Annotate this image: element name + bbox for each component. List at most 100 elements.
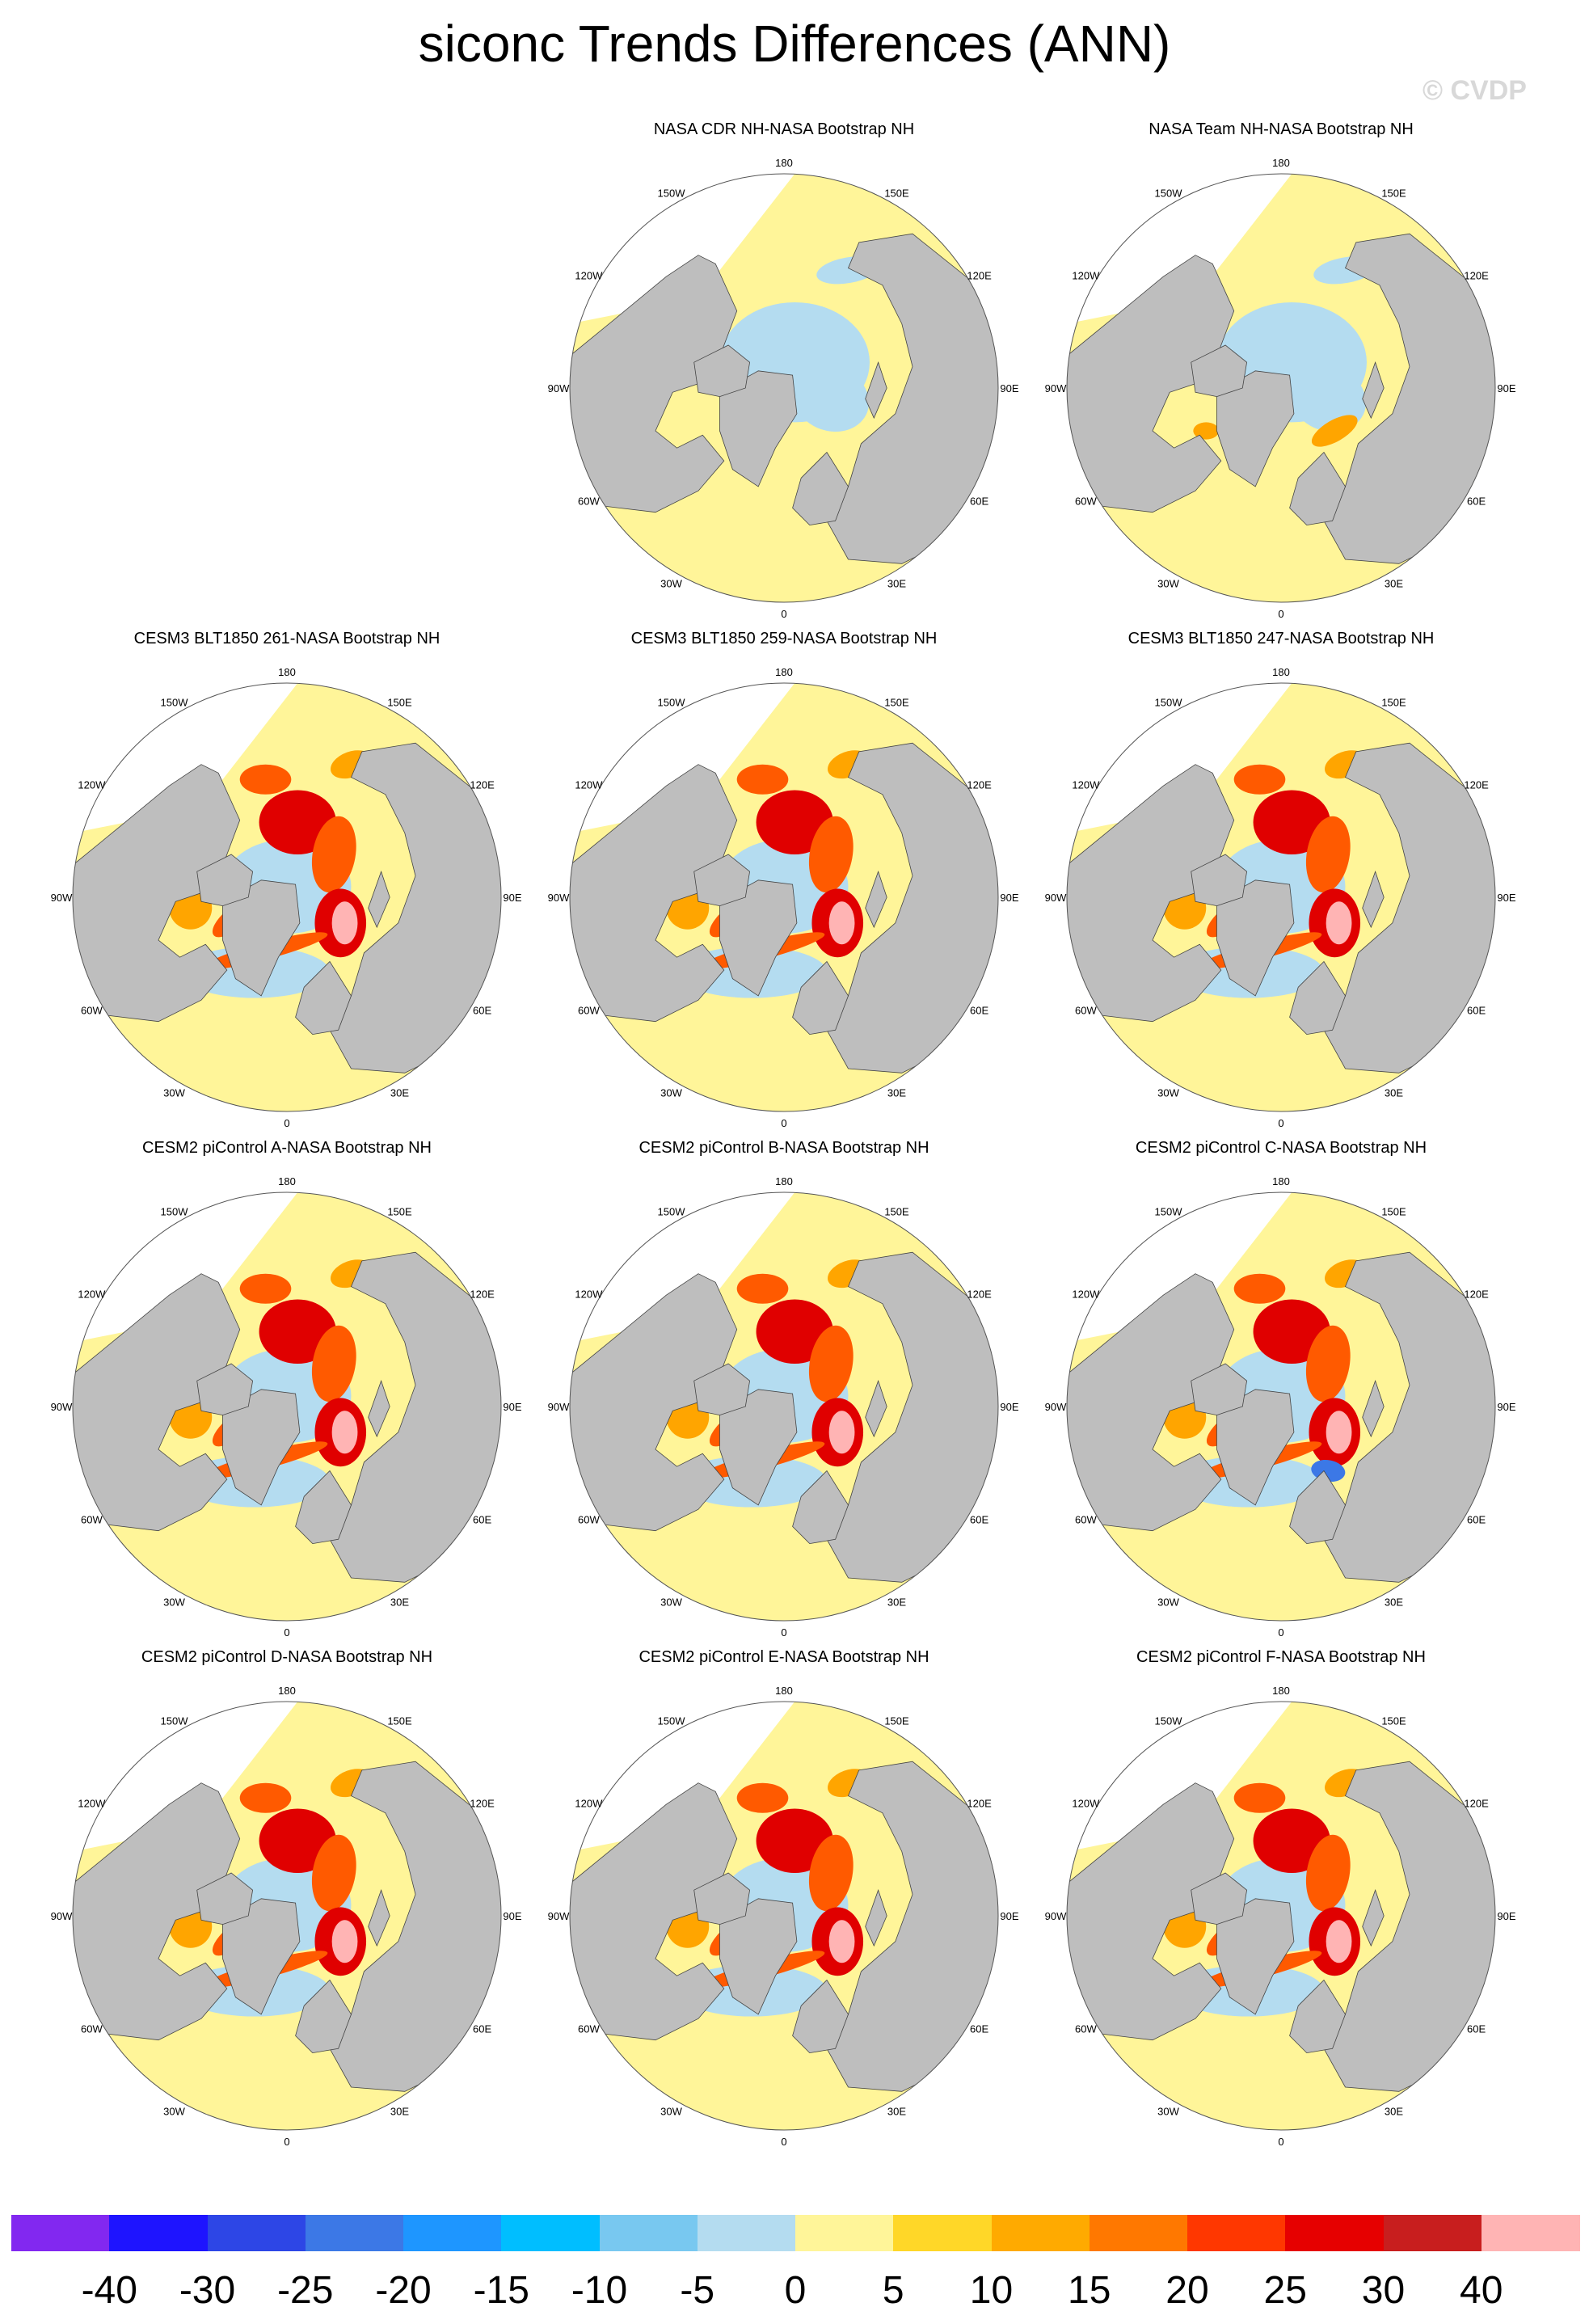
longitude-label: 180 [775, 1175, 793, 1187]
map-boundary [569, 682, 999, 1112]
polar-map: 180 150E 120E 90E 60E 30E 0 30W 60W 90W 120W 150W [51, 1685, 522, 2148]
longitude-label: 120W [1072, 1798, 1100, 1810]
panel-title: NASA Team NH-NASA Bootstrap NH [1149, 120, 1414, 138]
map-boundary [1066, 1701, 1496, 2131]
positive-anomaly [1233, 764, 1286, 795]
map-field [570, 174, 998, 602]
longitude-label: 30W [163, 2106, 185, 2118]
longitude-label: 60E [473, 1005, 491, 1017]
longitude-label: 90W [51, 1910, 73, 1922]
land-novaya [1362, 870, 1385, 929]
longitude-label: 60E [1467, 496, 1486, 508]
land-novaya [865, 1888, 887, 1947]
colorbar-swatch [893, 2215, 992, 2251]
colorbar-swatch [305, 2215, 404, 2251]
colorbar-label: 40 [1460, 2269, 1503, 2312]
map-panel: CESM2 piControl F-NASA Bootstrap NH 180 15… [1031, 1649, 1532, 2166]
land-namerica [570, 764, 738, 1023]
longitude-label: 0 [781, 1626, 786, 1639]
colorbar-label: -30 [179, 2269, 236, 2312]
land-novaya [865, 361, 887, 420]
longitude-label: 90W [1045, 1401, 1067, 1413]
positive-anomaly [311, 816, 356, 893]
longitude-label: 120W [78, 779, 106, 791]
map-panel: CESM2 piControl C-NASA Bootstrap NH 180 15… [1031, 1140, 1532, 1657]
longitude-label: 120E [1464, 270, 1489, 282]
positive-anomaly [239, 1782, 292, 1813]
land-namerica [1067, 255, 1235, 513]
land-archipelago [693, 1363, 751, 1416]
longitude-label: 30W [1157, 1596, 1179, 1609]
map-field [1067, 683, 1495, 1111]
longitude-label: 90E [503, 1401, 521, 1413]
longitude-label: 60E [473, 2023, 491, 2035]
longitude-label: 180 [775, 1685, 793, 1697]
longitude-label: 150E [884, 1205, 909, 1217]
land-eurasia [826, 1251, 998, 1583]
longitude-label: 150W [161, 1715, 189, 1727]
positive-anomaly [331, 1411, 358, 1454]
longitude-label: 90E [1497, 1910, 1515, 1922]
map-field [1067, 174, 1495, 602]
positive-anomaly [1305, 1325, 1351, 1402]
longitude-label: 30E [1385, 1596, 1403, 1609]
longitude-label: 90E [1497, 382, 1515, 394]
longitude-label: 120E [1464, 779, 1489, 791]
map-field [570, 1192, 998, 1621]
longitude-label: 60E [473, 1514, 491, 1526]
colorbar-label: 0 [784, 2269, 807, 2312]
map-panel: CESM2 piControl B-NASA Bootstrap NH 180 15… [533, 1140, 1035, 1657]
longitude-label: 30E [390, 1087, 409, 1099]
longitude-label: 120W [1072, 270, 1100, 282]
longitude-label: 120E [967, 779, 992, 791]
land-novaya [1362, 361, 1385, 420]
colorbar-swatch [403, 2215, 502, 2251]
longitude-label: 60E [970, 1514, 988, 1526]
longitude-label: 180 [1272, 666, 1290, 678]
longitude-label: 0 [1278, 1626, 1283, 1639]
land-scand [1289, 1979, 1346, 2054]
longitude-label: 60W [1075, 496, 1097, 508]
positive-anomaly [828, 1411, 855, 1454]
longitude-label: 120E [1464, 1798, 1489, 1810]
polar-map: 180 150E 120E 90E 60E 30E 0 30W 60W 90W 120W 150W [548, 1175, 1019, 1639]
longitude-label: 60E [1467, 1514, 1486, 1526]
longitude-label: 30W [660, 578, 682, 590]
land-namerica [570, 1782, 738, 2041]
land-archipelago [693, 1872, 751, 1925]
longitude-label: 60W [578, 2023, 600, 2035]
longitude-label: 30W [1157, 1087, 1179, 1099]
longitude-label: 30E [1385, 578, 1403, 590]
positive-anomaly [808, 1834, 854, 1912]
longitude-label: 90E [1497, 892, 1515, 904]
map-field [570, 683, 998, 1111]
positive-anomaly [331, 1920, 358, 1963]
positive-anomaly [1326, 1920, 1352, 1963]
longitude-label: 90E [503, 892, 521, 904]
positive-anomaly [239, 1273, 292, 1304]
longitude-label: 180 [775, 157, 793, 169]
land-archipelago [196, 1872, 254, 1925]
longitude-label: 150W [658, 696, 686, 708]
colorbar-swatch [1187, 2215, 1286, 2251]
map-boundary [569, 1192, 999, 1622]
cvdp-watermark: © CVDP [1423, 75, 1527, 106]
land-scand [295, 1979, 352, 2054]
colorbar-swatch [1089, 2215, 1188, 2251]
colorbar-label: -10 [571, 2269, 628, 2312]
land-eurasia [329, 1251, 501, 1583]
positive-anomaly [311, 1325, 356, 1402]
positive-anomaly [828, 1920, 855, 1963]
positive-anomaly [1233, 1782, 1286, 1813]
land-namerica [570, 255, 738, 513]
land-greenland [719, 1389, 798, 1506]
longitude-label: 90W [1045, 892, 1067, 904]
longitude-label: 30E [1385, 2106, 1403, 2118]
longitude-label: 150W [1155, 187, 1183, 199]
longitude-label: 60W [1075, 1005, 1097, 1017]
longitude-label: 0 [284, 1117, 289, 1129]
longitude-label: 150W [1155, 696, 1183, 708]
longitude-label: 90W [548, 1910, 570, 1922]
land-archipelago [1191, 344, 1248, 398]
longitude-label: 120W [1072, 779, 1100, 791]
